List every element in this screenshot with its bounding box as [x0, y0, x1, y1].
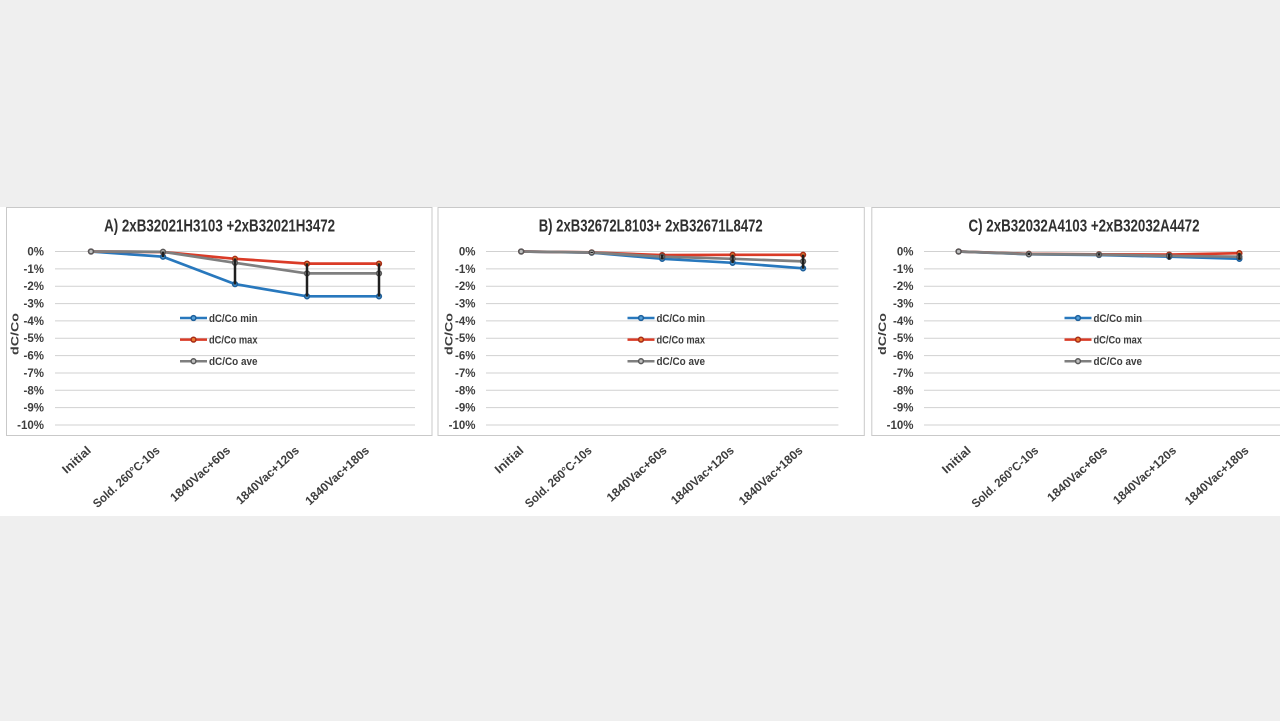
svg-text:dC/Co ave: dC/Co ave	[1094, 356, 1143, 368]
svg-text:-2%: -2%	[24, 281, 44, 293]
svg-text:-10%: -10%	[17, 420, 44, 432]
svg-text:A) 2xB32021H3103 +2xB32021H347: A) 2xB32021H3103 +2xB32021H3472	[104, 216, 335, 236]
svg-text:-7%: -7%	[893, 368, 913, 380]
svg-text:-6%: -6%	[893, 351, 913, 363]
svg-text:-1%: -1%	[24, 264, 44, 276]
svg-text:-8%: -8%	[24, 385, 44, 397]
svg-text:-7%: -7%	[24, 368, 44, 380]
svg-text:dC/Co: dC/Co	[877, 313, 889, 355]
svg-text:-3%: -3%	[455, 299, 475, 311]
svg-text:dC/Co: dC/Co	[444, 313, 456, 355]
svg-text:B) 2xB32672L8103+ 2xB32671L847: B) 2xB32672L8103+ 2xB32671L8472	[539, 216, 763, 236]
svg-text:-9%: -9%	[24, 403, 44, 415]
svg-text:dC/Co max: dC/Co max	[209, 335, 258, 347]
svg-text:dC/Co max: dC/Co max	[1094, 335, 1143, 347]
svg-text:-1%: -1%	[893, 264, 913, 276]
svg-text:-10%: -10%	[449, 420, 476, 432]
svg-text:-6%: -6%	[455, 351, 475, 363]
svg-text:-2%: -2%	[455, 281, 475, 293]
svg-text:-5%: -5%	[24, 333, 44, 345]
svg-text:0%: 0%	[897, 247, 914, 259]
svg-text:-6%: -6%	[24, 351, 44, 363]
svg-text:-7%: -7%	[455, 368, 475, 380]
svg-text:-5%: -5%	[455, 333, 475, 345]
svg-text:-8%: -8%	[455, 385, 475, 397]
svg-text:0%: 0%	[459, 247, 476, 259]
svg-text:-3%: -3%	[893, 299, 913, 311]
svg-text:-9%: -9%	[893, 403, 913, 415]
svg-text:-1%: -1%	[455, 264, 475, 276]
svg-text:-8%: -8%	[893, 385, 913, 397]
svg-text:dC/Co ave: dC/Co ave	[657, 356, 706, 368]
svg-text:dC/Co ave: dC/Co ave	[209, 356, 258, 368]
svg-text:-9%: -9%	[455, 403, 475, 415]
svg-text:dC/Co min: dC/Co min	[209, 313, 258, 325]
svg-text:-4%: -4%	[893, 316, 913, 328]
svg-text:-4%: -4%	[455, 316, 475, 328]
svg-text:dC/Co min: dC/Co min	[657, 313, 706, 325]
svg-text:-2%: -2%	[893, 281, 913, 293]
svg-text:dC/Co: dC/Co	[10, 313, 22, 355]
svg-text:-10%: -10%	[887, 420, 914, 432]
svg-text:dC/Co max: dC/Co max	[657, 335, 706, 347]
svg-text:-4%: -4%	[24, 316, 44, 328]
svg-text:-3%: -3%	[24, 299, 44, 311]
svg-text:-5%: -5%	[893, 333, 913, 345]
svg-text:dC/Co min: dC/Co min	[1094, 313, 1143, 325]
svg-text:0%: 0%	[27, 247, 44, 259]
svg-text:C) 2xB32032A4103 +2xB32032A447: C) 2xB32032A4103 +2xB32032A4472	[969, 216, 1200, 236]
